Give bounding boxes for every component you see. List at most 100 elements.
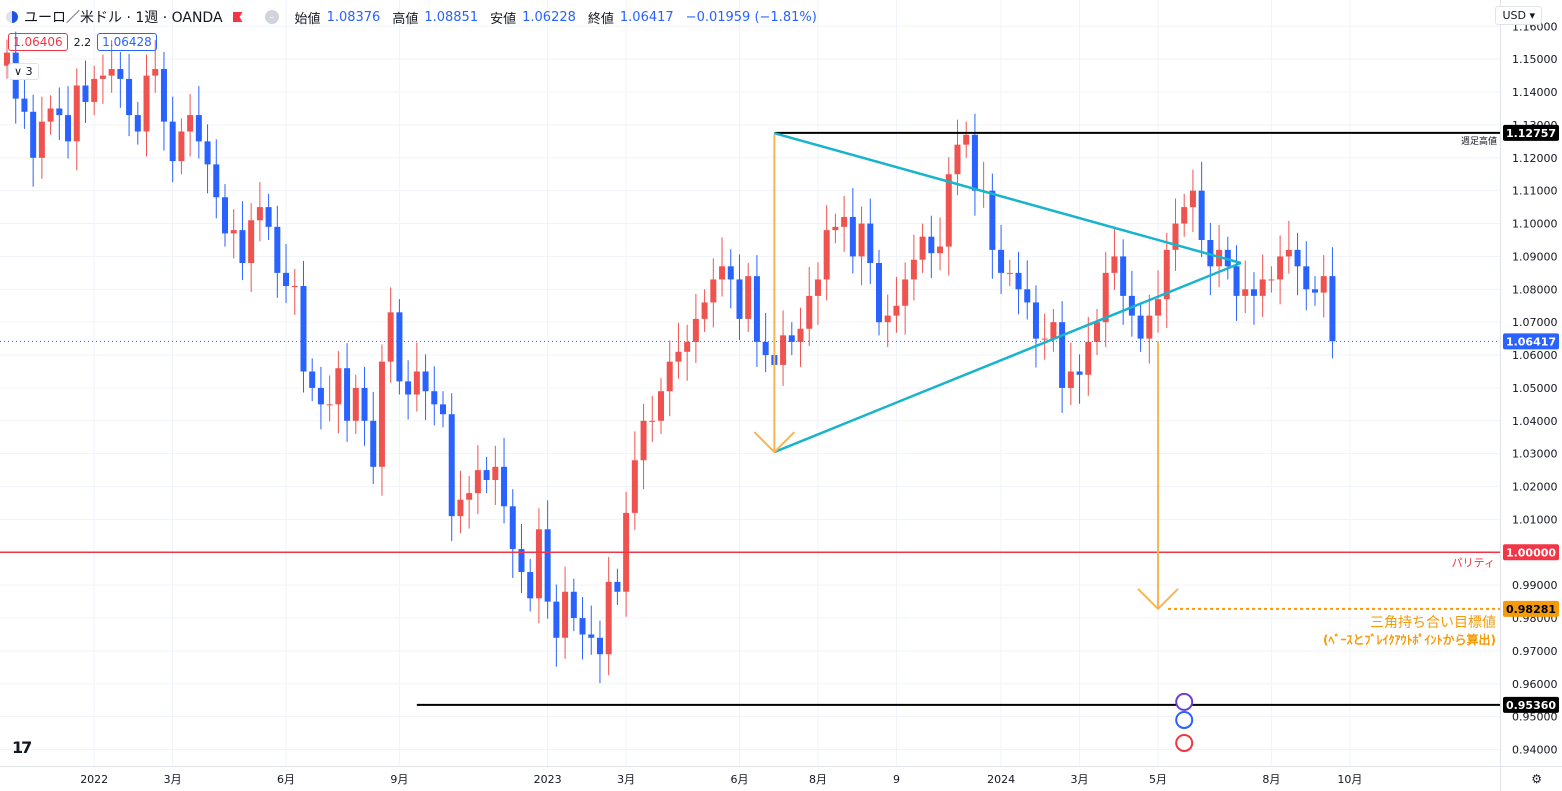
candle-body <box>1085 341 1092 375</box>
triangle-upper-line[interactable] <box>774 131 1242 265</box>
candle-body <box>1102 272 1109 323</box>
candle-body <box>509 506 516 550</box>
candle-body <box>73 85 80 142</box>
candle-body <box>1032 302 1039 339</box>
candle-body <box>1233 266 1240 296</box>
candle-body <box>745 276 752 319</box>
price-tag-bg <box>1503 544 1559 561</box>
measured-move-arrow-left-head <box>753 431 796 454</box>
price-tag-bg <box>1503 333 1559 350</box>
x-tick-label: 8月 <box>809 773 827 786</box>
candle-body <box>692 318 699 342</box>
candle-body <box>431 391 438 405</box>
candle-body <box>910 259 917 280</box>
flash-event-icon[interactable] <box>1175 692 1194 711</box>
triangle-lower-line[interactable] <box>773 261 1242 454</box>
candle-body <box>1041 338 1048 340</box>
candle-body <box>1268 279 1275 281</box>
price-tag-label: 0.98281 <box>1506 603 1556 616</box>
candle-body <box>666 361 673 392</box>
candle-body <box>1207 239 1214 267</box>
candle-body <box>1076 371 1083 375</box>
candle-body <box>1242 289 1249 296</box>
candle-body <box>335 368 342 405</box>
candle-body <box>99 75 106 79</box>
candle-body <box>352 387 359 421</box>
close-label: 終値 <box>587 11 614 27</box>
candle-body <box>989 190 996 250</box>
candle-body <box>126 78 133 116</box>
target-label-line2: (ﾍﾞｰｽとﾌﾞﾚｲｸｱｳﾄﾎﾟｲﾝﾄから算出) <box>1323 632 1496 647</box>
candle-body <box>1320 276 1327 293</box>
candle-body <box>1198 190 1205 240</box>
candle-body <box>204 141 211 165</box>
candle-body <box>65 115 72 142</box>
candle-body <box>701 302 708 319</box>
candle-body <box>1094 322 1100 342</box>
price-tag-bg <box>1503 124 1559 141</box>
candle-body <box>440 404 446 415</box>
y-tick-label: 0.99000 <box>1512 579 1558 592</box>
currency-selector[interactable]: USD ▾ <box>1495 6 1542 25</box>
y-tick-label: 1.02000 <box>1512 481 1558 494</box>
economic-event-icon[interactable] <box>1175 733 1194 752</box>
candle-body <box>457 499 464 517</box>
candle-body <box>919 236 926 260</box>
candle-body <box>82 85 89 102</box>
candle-body <box>213 164 220 198</box>
low-label: 安値 <box>490 11 517 27</box>
x-tick-label: 2023 <box>534 773 562 786</box>
candle-body <box>971 134 978 191</box>
candle-body <box>1146 315 1153 339</box>
candle-body <box>684 341 691 352</box>
buy-button[interactable]: 1.06428 <box>97 33 157 51</box>
economic-event-icon[interactable] <box>1175 710 1194 729</box>
settings-gear-icon[interactable]: ⚙ <box>1531 772 1542 786</box>
candle-body <box>117 69 124 79</box>
candle-body <box>1024 289 1031 303</box>
candle-body <box>1277 256 1284 280</box>
candle-body <box>858 223 865 257</box>
x-tick-label: 6月 <box>730 773 748 786</box>
indicators-toggle[interactable]: ∨ 3 <box>8 63 39 80</box>
candle-body <box>396 312 403 382</box>
candle-body <box>753 276 760 342</box>
y-tick-label: 1.01000 <box>1512 513 1558 526</box>
candle-body <box>1259 279 1266 296</box>
candle-body <box>579 618 586 635</box>
visibility-eye-icon[interactable]: – <box>264 10 279 24</box>
tradingview-logo[interactable]: 17 <box>12 738 32 757</box>
market-status-icon[interactable] <box>232 12 243 22</box>
candle-body <box>596 637 603 655</box>
candle-body <box>30 111 37 158</box>
candle-body <box>38 121 45 158</box>
candle-body <box>736 279 743 319</box>
symbol-title[interactable]: ユーロ／米ドル · 1週 · OANDA <box>24 10 223 26</box>
candle-body <box>283 272 290 287</box>
candle-body <box>710 279 717 303</box>
candle-body <box>535 529 542 599</box>
candle-body <box>1059 322 1066 388</box>
chart-header: ユーロ／米ドル · 1週 · OANDA – 始値 1.08376 高値 1.088… <box>6 7 817 27</box>
candle-body <box>806 295 813 329</box>
candle-body <box>317 387 324 405</box>
candle-body <box>309 371 316 388</box>
candle-body <box>544 529 551 602</box>
candle-body <box>413 371 420 395</box>
candle-body <box>1111 256 1118 273</box>
candle-body <box>326 404 333 406</box>
candle-body <box>719 266 726 280</box>
candle-body <box>640 420 647 461</box>
price-tag-label: 0.95360 <box>1506 699 1556 712</box>
price-tag-bg <box>1503 696 1559 713</box>
candle-body <box>527 572 534 599</box>
candle-body <box>108 69 115 76</box>
y-tick-label: 1.14000 <box>1512 86 1558 99</box>
candle-body <box>570 591 577 619</box>
sell-button[interactable]: 1.06406 <box>8 33 68 51</box>
candle-body <box>1006 272 1013 274</box>
candle-body <box>823 230 830 280</box>
y-tick-label: 1.05000 <box>1512 382 1558 395</box>
candle-body <box>1050 322 1057 339</box>
